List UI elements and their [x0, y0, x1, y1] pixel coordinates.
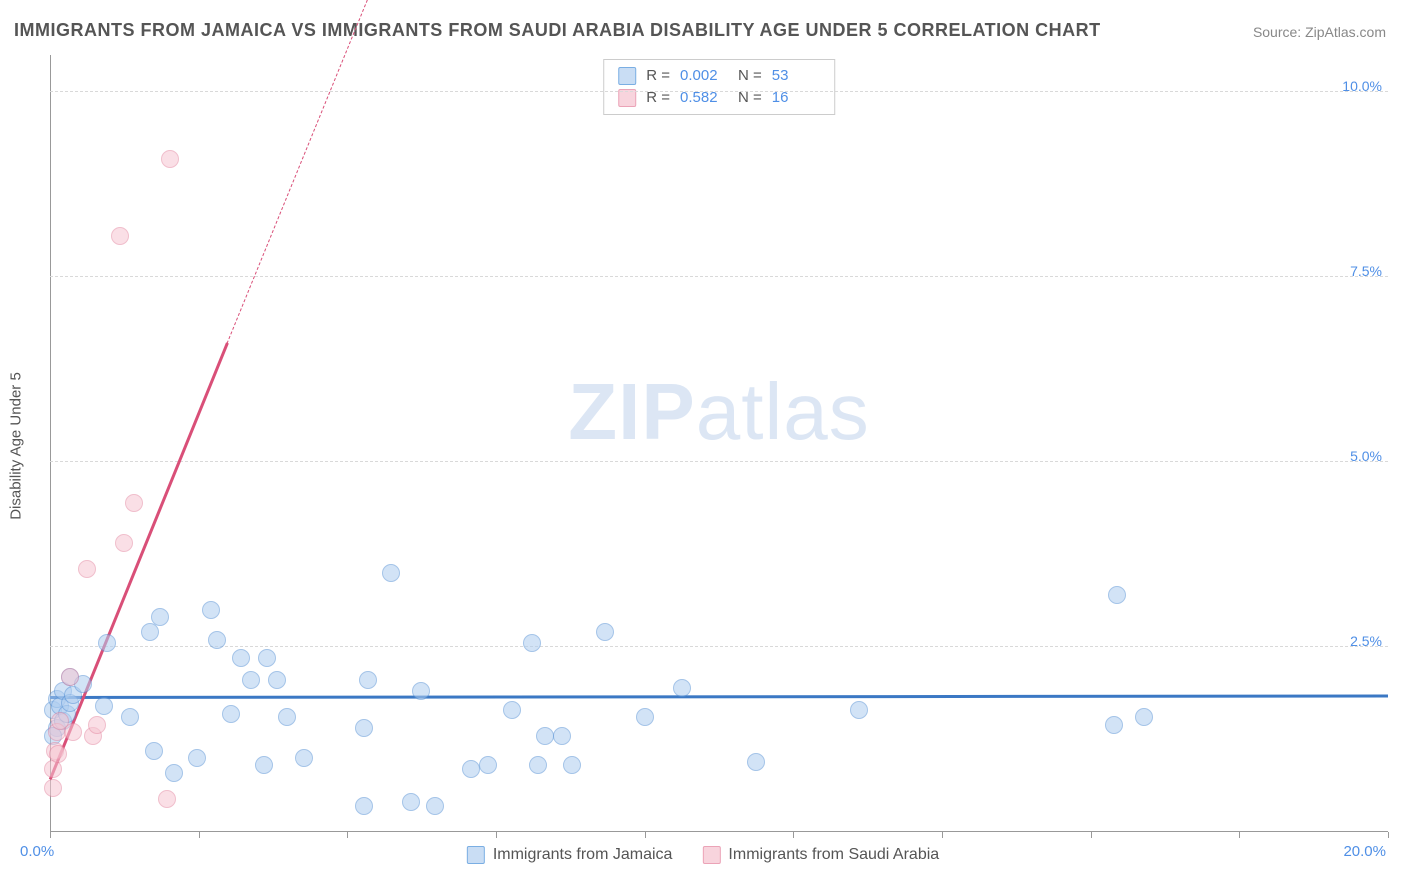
data-point	[125, 494, 143, 512]
data-point	[49, 745, 67, 763]
gridline	[50, 91, 1388, 92]
data-point	[242, 671, 260, 689]
data-point	[111, 227, 129, 245]
x-tick	[942, 832, 943, 838]
plot-area: ZIPatlas R =0.002N =53R =0.582N =16 2.5%…	[50, 55, 1388, 832]
x-tick	[793, 832, 794, 838]
bottom-legend: Immigrants from Jamaica Immigrants from S…	[467, 846, 939, 864]
data-point	[673, 679, 691, 697]
data-point	[382, 564, 400, 582]
data-point	[158, 790, 176, 808]
x-tick	[1091, 832, 1092, 838]
data-point	[295, 749, 313, 767]
data-point	[536, 727, 554, 745]
legend-label: Immigrants from Saudi Arabia	[728, 846, 939, 864]
x-tick	[50, 832, 51, 838]
data-point	[268, 671, 286, 689]
gridline	[50, 461, 1388, 462]
data-point	[850, 701, 868, 719]
data-point	[636, 708, 654, 726]
data-point	[402, 793, 420, 811]
y-axis-title: Disability Age Under 5	[8, 372, 25, 520]
data-point	[151, 608, 169, 626]
y-tick-label: 10.0%	[1342, 78, 1382, 94]
watermark: ZIPatlas	[568, 366, 869, 458]
data-point	[88, 716, 106, 734]
data-point	[208, 631, 226, 649]
data-point	[355, 719, 373, 737]
gridline	[50, 646, 1388, 647]
data-point	[61, 668, 79, 686]
x-tick	[347, 832, 348, 838]
data-point	[596, 623, 614, 641]
stat-n-value: 53	[772, 65, 820, 87]
stat-r-value: 0.002	[680, 65, 728, 87]
legend-swatch	[467, 846, 485, 864]
x-axis-line	[50, 831, 1388, 832]
legend-item: Immigrants from Jamaica	[467, 846, 673, 864]
data-point	[255, 756, 273, 774]
legend-swatch	[618, 67, 636, 85]
data-point	[1105, 716, 1123, 734]
data-point	[258, 649, 276, 667]
data-point	[553, 727, 571, 745]
data-point	[479, 756, 497, 774]
data-point	[462, 760, 480, 778]
data-point	[165, 764, 183, 782]
data-point	[1108, 586, 1126, 604]
data-point	[64, 723, 82, 741]
data-point	[412, 682, 430, 700]
stats-row: R = 0.002 N = 53	[618, 65, 820, 87]
data-point	[115, 534, 133, 552]
data-point	[563, 756, 581, 774]
data-point	[278, 708, 296, 726]
gridline	[50, 276, 1388, 277]
x-tick	[1239, 832, 1240, 838]
data-point	[426, 797, 444, 815]
data-point	[359, 671, 377, 689]
trend-line	[227, 0, 385, 343]
data-point	[121, 708, 139, 726]
x-tick	[199, 832, 200, 838]
data-point	[222, 705, 240, 723]
legend-label: Immigrants from Jamaica	[493, 846, 673, 864]
x-axis-max-label: 20.0%	[1343, 843, 1386, 860]
x-tick	[645, 832, 646, 838]
data-point	[747, 753, 765, 771]
legend-swatch	[702, 846, 720, 864]
legend-item: Immigrants from Saudi Arabia	[702, 846, 939, 864]
data-point	[232, 649, 250, 667]
data-point	[95, 697, 113, 715]
watermark-bold: ZIP	[568, 367, 695, 456]
chart-title: IMMIGRANTS FROM JAMAICA VS IMMIGRANTS FR…	[14, 20, 1101, 41]
x-tick	[496, 832, 497, 838]
y-tick-label: 5.0%	[1350, 448, 1382, 464]
data-point	[161, 150, 179, 168]
y-tick-label: 7.5%	[1350, 263, 1382, 279]
x-tick	[1388, 832, 1389, 838]
data-point	[503, 701, 521, 719]
data-point	[98, 634, 116, 652]
stat-r-label: R =	[646, 65, 670, 87]
data-point	[44, 779, 62, 797]
x-axis-min-label: 0.0%	[20, 843, 54, 860]
data-point	[188, 749, 206, 767]
data-point	[78, 560, 96, 578]
watermark-rest: atlas	[696, 367, 870, 456]
data-point	[145, 742, 163, 760]
data-point	[523, 634, 541, 652]
stats-legend: R =0.002N =53R =0.582N =16	[603, 59, 835, 115]
source-attribution: Source: ZipAtlas.com	[1253, 24, 1386, 40]
data-point	[1135, 708, 1153, 726]
y-tick-label: 2.5%	[1350, 633, 1382, 649]
stat-n-label: N =	[738, 65, 762, 87]
data-point	[202, 601, 220, 619]
trend-line	[50, 695, 1388, 699]
data-point	[355, 797, 373, 815]
data-point	[529, 756, 547, 774]
